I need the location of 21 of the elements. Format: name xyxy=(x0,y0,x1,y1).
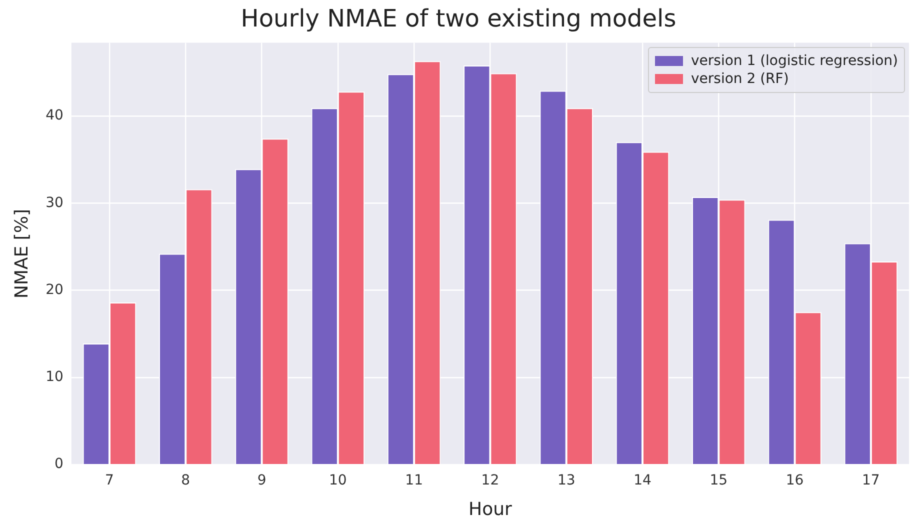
y-tick-label: 40 xyxy=(46,108,64,124)
legend-label: version 1 (logistic regression) xyxy=(691,52,898,69)
y-tick-label: 10 xyxy=(46,369,64,386)
y-axis-title: NMAE [%] xyxy=(11,208,32,298)
x-tick-label: 14 xyxy=(634,472,652,489)
x-tick-label: 13 xyxy=(557,472,576,489)
legend-label: version 2 (RF) xyxy=(691,70,789,87)
x-tick-label: 9 xyxy=(257,472,266,489)
x-tick-label: 11 xyxy=(405,472,423,489)
x-tick-label: 8 xyxy=(181,472,190,489)
x-tick-label: 15 xyxy=(710,472,728,489)
y-tick-label: 30 xyxy=(46,194,64,211)
x-tick-label: 12 xyxy=(481,472,500,489)
x-tick-label: 10 xyxy=(329,472,347,489)
x-axis-title: Hour xyxy=(468,498,512,520)
x-tick-label: 16 xyxy=(786,472,804,489)
y-tick-label: 0 xyxy=(54,456,64,472)
chart-title: Hourly NMAE of two existing models xyxy=(240,4,676,33)
x-tick-label: 17 xyxy=(862,472,880,489)
y-tick-label: 20 xyxy=(46,282,64,298)
x-tick-label: 7 xyxy=(105,472,114,489)
